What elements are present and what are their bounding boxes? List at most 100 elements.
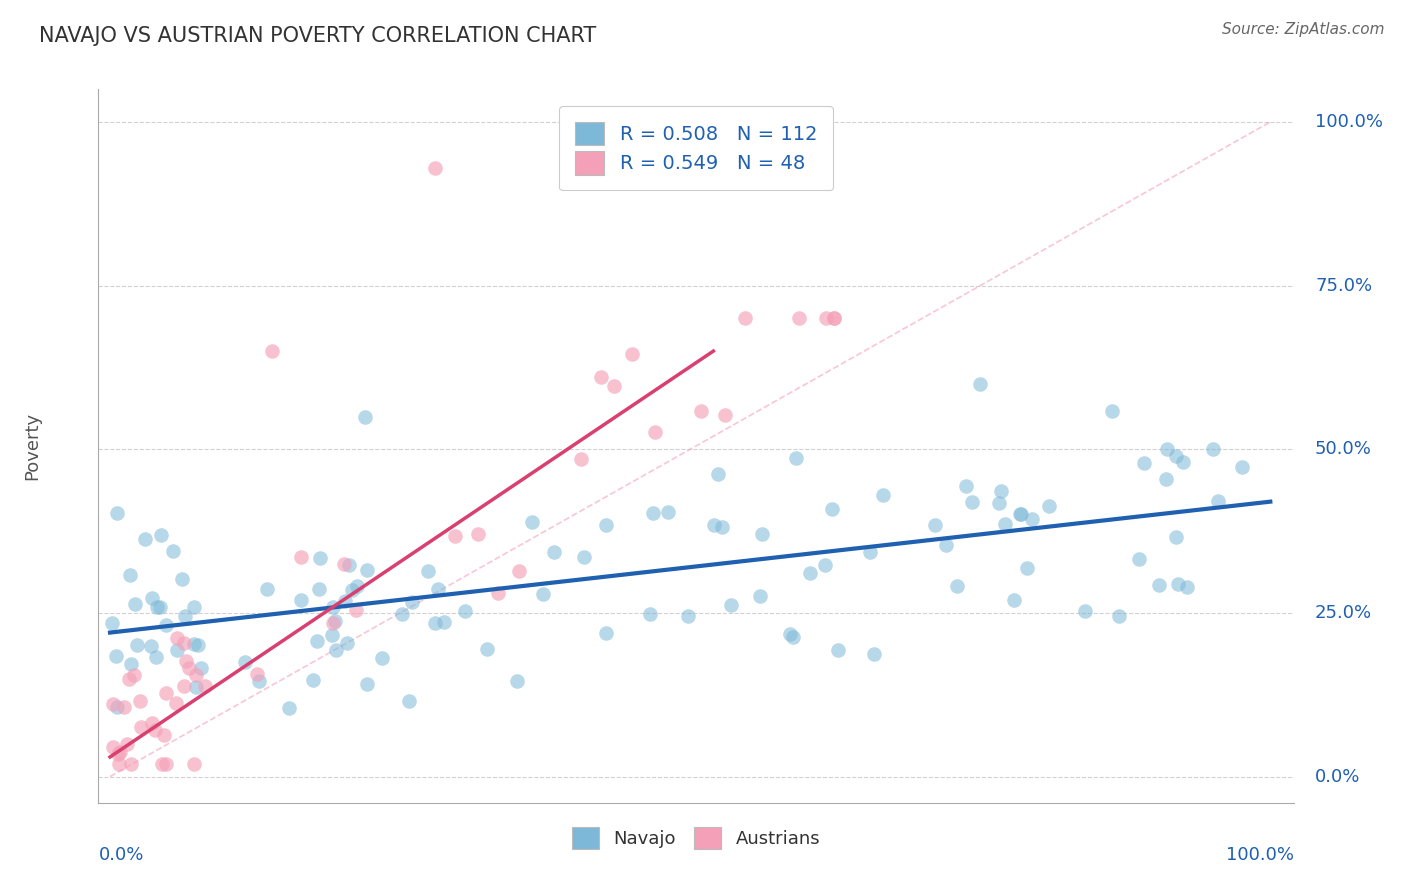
Point xyxy=(184,668,207,682)
Point xyxy=(710,520,733,534)
Point xyxy=(990,483,1012,498)
Point xyxy=(105,648,128,663)
Point xyxy=(346,579,368,593)
Point xyxy=(173,679,195,693)
Point xyxy=(1021,511,1043,525)
Point xyxy=(543,545,565,559)
Point xyxy=(734,311,756,326)
Text: 75.0%: 75.0% xyxy=(1315,277,1372,294)
Point xyxy=(323,615,346,629)
Point xyxy=(356,563,378,577)
Point xyxy=(337,558,360,572)
Point xyxy=(987,496,1010,510)
Point xyxy=(859,544,882,558)
Point xyxy=(401,595,423,609)
Text: 100.0%: 100.0% xyxy=(1226,846,1294,863)
Point xyxy=(945,579,967,593)
Point xyxy=(356,677,378,691)
Point xyxy=(1128,551,1150,566)
Text: 0.0%: 0.0% xyxy=(1315,768,1361,786)
Legend: Navajo, Austrians: Navajo, Austrians xyxy=(562,818,830,858)
Point xyxy=(595,518,617,533)
Point xyxy=(488,586,510,600)
Point xyxy=(785,450,807,465)
Point xyxy=(1156,442,1178,457)
Point xyxy=(643,506,665,520)
Point xyxy=(183,756,205,771)
Point xyxy=(172,572,194,586)
Point xyxy=(155,756,177,771)
Point xyxy=(173,636,195,650)
Point xyxy=(787,311,810,326)
Point xyxy=(423,161,446,175)
Point xyxy=(520,515,543,529)
Point xyxy=(105,700,128,714)
Point xyxy=(1201,442,1223,456)
Point xyxy=(690,404,713,418)
Point xyxy=(321,628,343,642)
Text: Source: ZipAtlas.com: Source: ZipAtlas.com xyxy=(1222,22,1385,37)
Point xyxy=(105,507,128,521)
Point xyxy=(1010,507,1032,521)
Point xyxy=(166,642,188,657)
Point xyxy=(707,467,730,482)
Point xyxy=(186,681,208,695)
Point xyxy=(245,667,267,681)
Point xyxy=(1002,593,1025,607)
Point xyxy=(1015,561,1038,575)
Point xyxy=(1101,404,1123,418)
Point xyxy=(101,697,124,711)
Point xyxy=(262,344,284,359)
Text: NAVAJO VS AUSTRIAN POVERTY CORRELATION CHART: NAVAJO VS AUSTRIAN POVERTY CORRELATION C… xyxy=(39,27,596,46)
Point xyxy=(308,551,330,566)
Point xyxy=(112,700,135,714)
Point xyxy=(508,564,530,578)
Point xyxy=(1167,577,1189,591)
Point xyxy=(150,756,173,771)
Point xyxy=(354,409,377,424)
Point xyxy=(423,615,446,630)
Point xyxy=(676,609,699,624)
Point xyxy=(1164,449,1187,463)
Point xyxy=(821,501,844,516)
Point xyxy=(475,641,498,656)
Point xyxy=(166,631,188,645)
Point xyxy=(799,566,821,580)
Text: 100.0%: 100.0% xyxy=(1315,113,1384,131)
Point xyxy=(1147,577,1170,591)
Point xyxy=(1154,472,1177,486)
Point xyxy=(454,604,477,618)
Point xyxy=(1008,507,1031,521)
Point xyxy=(149,600,172,615)
Point xyxy=(1073,604,1095,618)
Point xyxy=(994,516,1017,531)
Point xyxy=(589,369,612,384)
Point xyxy=(1038,500,1060,514)
Point xyxy=(290,593,312,607)
Point xyxy=(187,638,209,652)
Point xyxy=(595,625,617,640)
Point xyxy=(149,528,172,542)
Point xyxy=(779,627,801,641)
Point xyxy=(155,618,177,632)
Point xyxy=(247,673,270,688)
Point xyxy=(302,673,325,687)
Point xyxy=(125,638,148,652)
Text: Poverty: Poverty xyxy=(24,412,42,480)
Point xyxy=(1173,455,1195,469)
Point xyxy=(108,745,131,759)
Point xyxy=(336,636,359,650)
Point xyxy=(256,582,278,597)
Point xyxy=(101,615,124,630)
Point xyxy=(924,518,946,533)
Point xyxy=(969,376,991,391)
Point xyxy=(155,685,177,699)
Point xyxy=(960,495,983,509)
Point xyxy=(325,643,347,657)
Point xyxy=(1175,580,1198,594)
Point xyxy=(141,591,163,606)
Point xyxy=(418,564,440,578)
Point xyxy=(433,615,456,630)
Point xyxy=(391,607,413,622)
Point xyxy=(824,311,846,326)
